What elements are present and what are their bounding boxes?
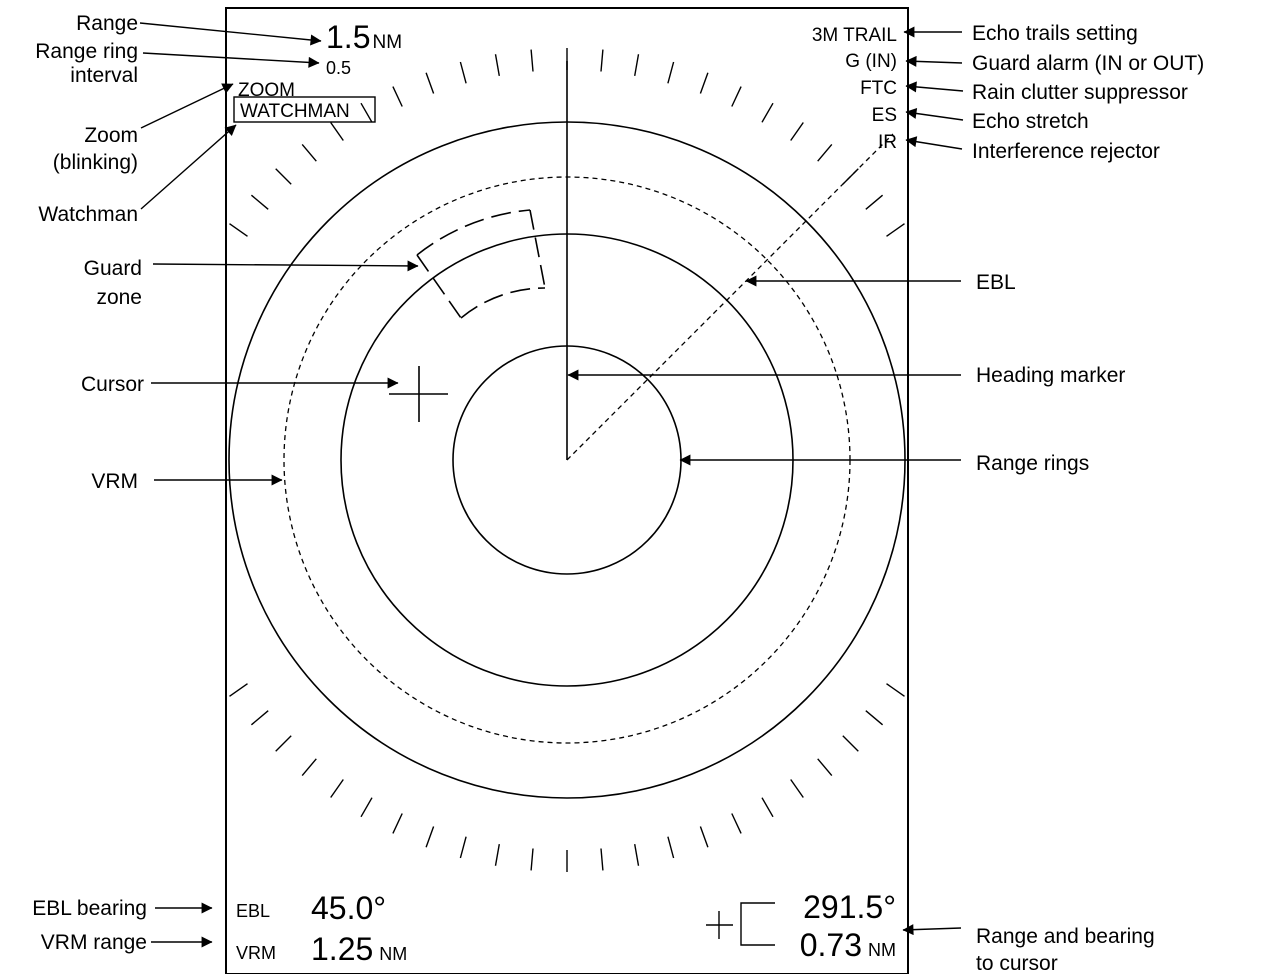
bearing-tick — [600, 49, 604, 72]
vrm-readout: 1.25 NM — [311, 931, 407, 967]
callout-heading-marker: Heading marker — [976, 364, 1125, 387]
callout-vrm: VRM — [91, 470, 138, 493]
bearing-tick — [275, 735, 292, 752]
bearing-tick — [494, 54, 500, 77]
callout-interference: Interference rejector — [972, 140, 1160, 163]
callout-guard-zone-line1: Guard — [84, 257, 142, 280]
ebl-line — [566, 133, 894, 461]
bearing-tick — [250, 194, 269, 210]
callout-cursor: Cursor — [81, 373, 144, 396]
ring-interval-readout: 0.5 — [326, 58, 351, 78]
watchman-indicator: WATCHMAN — [240, 101, 350, 122]
bearing-tick — [494, 843, 500, 866]
bearing-tick — [392, 813, 403, 834]
callout-arrows — [139, 22, 964, 948]
watchman-box — [233, 96, 376, 123]
bearing-tick — [842, 735, 859, 752]
callout-range: Range — [76, 12, 138, 35]
bearing-tick — [817, 143, 833, 162]
bearing-tick — [600, 848, 604, 871]
callout-zoom-line1: Zoom — [84, 124, 138, 147]
ebl-label: EBL — [236, 901, 270, 921]
bearing-tick — [229, 683, 248, 697]
bearing-tick — [360, 102, 373, 123]
guard-zone — [416, 209, 546, 319]
bearing-tick — [459, 61, 467, 84]
trail-indicator: 3M TRAIL — [812, 25, 897, 46]
range-readout: 1.5 NM — [326, 19, 402, 55]
callout-echo-stretch: Echo stretch — [972, 110, 1089, 133]
bearing-tick — [761, 797, 774, 818]
bearing-tick — [886, 683, 905, 697]
bearing-tick — [761, 102, 774, 123]
bearing-tick — [886, 223, 905, 237]
bearing-tick — [530, 49, 534, 72]
bearing-tick — [634, 54, 640, 77]
screen-frame — [225, 7, 909, 974]
bearing-tick — [699, 72, 709, 94]
ir-indicator: IR — [878, 132, 897, 153]
bearing-tick — [330, 122, 344, 141]
bearing-tick — [229, 223, 248, 237]
bearing-tick — [425, 826, 435, 848]
bearing-tick — [865, 194, 884, 210]
cursor-bearing-value: 291.5° — [803, 889, 896, 925]
bearing-tick — [790, 779, 804, 798]
vrm-label: VRM — [236, 943, 276, 963]
callout-echo-trails: Echo trails setting — [972, 22, 1138, 45]
callout-ring-interval-line2: interval — [70, 64, 138, 87]
callout-guard-zone-line2: zone — [96, 286, 142, 309]
cursor-range-readout: 0.73 NM — [800, 927, 896, 963]
bearing-tick — [790, 122, 804, 141]
callout-ring-interval-line1: Range ring — [35, 40, 138, 63]
bearing-tick — [459, 836, 467, 859]
ebl-value: 45.0° — [311, 890, 386, 926]
guard-indicator: G (IN) — [845, 51, 897, 72]
es-indicator: ES — [872, 105, 897, 126]
bearing-tick — [360, 797, 373, 818]
ftc-indicator: FTC — [860, 78, 897, 99]
bearing-tick — [250, 710, 269, 726]
bearing-tick — [301, 758, 317, 777]
callout-rain-clutter: Rain clutter suppressor — [972, 81, 1188, 104]
cursor-cross — [389, 366, 448, 422]
callout-zoom-line2: (blinking) — [53, 151, 138, 174]
callout-range-rings: Range rings — [976, 452, 1089, 475]
bearing-tick — [667, 836, 675, 859]
bearing-tick — [667, 61, 675, 84]
bearing-tick — [392, 86, 403, 107]
bearing-tick — [530, 848, 534, 871]
callout-vrm-range: VRM range — [41, 931, 147, 954]
callout-watchman: Watchman — [38, 203, 138, 226]
callout-range-bearing-line2: to cursor — [976, 952, 1058, 974]
bearing-scale — [229, 48, 905, 872]
bearing-tick — [301, 143, 317, 162]
bearing-tick — [330, 779, 344, 798]
bearing-tick — [865, 710, 884, 726]
bearing-tick — [731, 813, 742, 834]
bearing-tick — [425, 72, 435, 94]
callout-ebl: EBL — [976, 271, 1016, 294]
cursor-readout-symbol — [706, 902, 775, 946]
bearing-tick — [634, 843, 640, 866]
callout-range-bearing-line1: Range and bearing — [976, 925, 1155, 948]
callout-ebl-bearing: EBL bearing — [32, 897, 147, 920]
zoom-indicator: ZOOM — [238, 80, 295, 101]
bearing-tick — [817, 758, 833, 777]
callout-guard-alarm: Guard alarm (IN or OUT) — [972, 52, 1204, 75]
bearing-tick — [699, 826, 709, 848]
bearing-tick — [731, 86, 742, 107]
bearing-tick — [275, 168, 292, 185]
